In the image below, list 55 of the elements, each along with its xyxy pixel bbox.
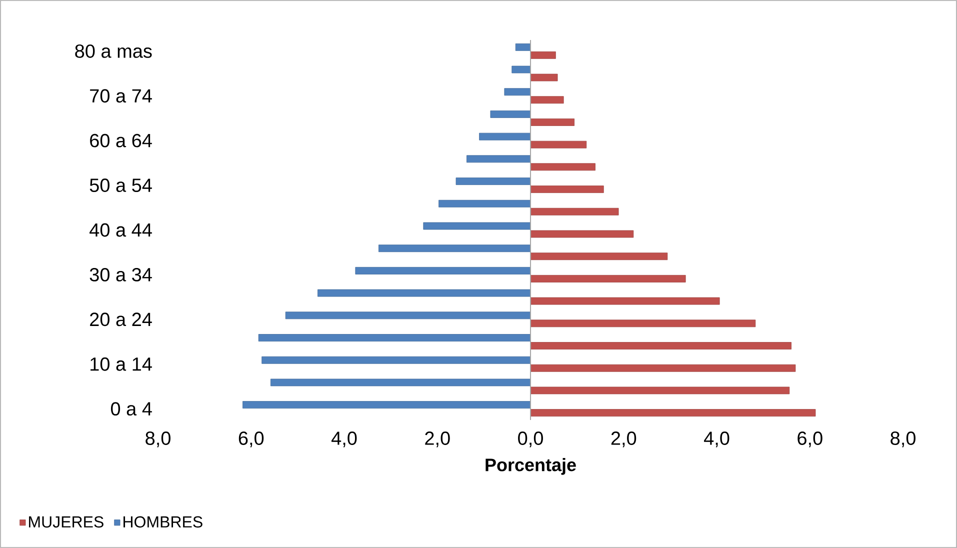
y-tick-label: 10 a 14 xyxy=(90,357,152,371)
x-tick-label: 2,0 xyxy=(425,432,450,448)
x-tick-label: 8,0 xyxy=(890,432,916,448)
bar xyxy=(530,140,587,148)
bar xyxy=(530,252,668,260)
bar xyxy=(530,297,720,305)
x-tick-label: 4,0 xyxy=(331,432,357,448)
bar xyxy=(456,178,531,185)
bar xyxy=(530,364,796,372)
legend-label: HOMBRES xyxy=(124,516,202,528)
x-tick-label: 8,0 xyxy=(146,432,170,448)
bar xyxy=(423,222,531,230)
bar xyxy=(530,51,556,59)
bar xyxy=(530,409,816,417)
bar xyxy=(438,200,531,208)
bar xyxy=(258,334,531,342)
y-tick-label: 40 a 44 xyxy=(90,223,152,237)
x-tick-label: 0,0 xyxy=(518,432,543,448)
bar xyxy=(530,208,619,216)
y-tick-label: 50 a 54 xyxy=(90,178,152,192)
bar xyxy=(515,43,531,51)
bar xyxy=(530,274,686,282)
y-tick-label: 20 a 24 xyxy=(90,312,152,326)
y-tick-label: 30 a 34 xyxy=(90,268,152,282)
bar xyxy=(270,378,531,386)
bar xyxy=(530,342,792,350)
x-tick-label: 4,0 xyxy=(704,432,730,448)
x-tick-label: 2,0 xyxy=(611,432,636,448)
bar xyxy=(530,96,564,104)
x-tick-label: 6,0 xyxy=(238,432,264,448)
x-tick-label: 6,0 xyxy=(798,432,822,448)
bar xyxy=(530,320,756,328)
bar xyxy=(242,401,531,409)
bar xyxy=(355,266,531,274)
bar xyxy=(512,66,531,74)
bar xyxy=(490,110,531,118)
bar xyxy=(318,289,531,297)
bar xyxy=(530,163,596,171)
bar xyxy=(530,118,574,126)
bar xyxy=(285,312,531,320)
bar xyxy=(466,155,531,163)
y-tick-label: 70 a 74 xyxy=(90,89,152,103)
y-tick-label: 0 a 4 xyxy=(110,402,152,416)
bar xyxy=(530,74,558,82)
bar xyxy=(530,230,634,238)
y-tick-label: 80 a mas xyxy=(75,44,152,58)
legend-label: MUJERES xyxy=(29,516,104,528)
bar xyxy=(378,244,531,252)
bar xyxy=(479,132,531,140)
bar xyxy=(530,386,790,394)
bar xyxy=(262,356,531,364)
x-axis-title: Porcentaje xyxy=(486,458,576,475)
bar xyxy=(530,186,604,193)
bar xyxy=(504,88,531,96)
y-tick-label: 60 a 64 xyxy=(90,134,152,148)
